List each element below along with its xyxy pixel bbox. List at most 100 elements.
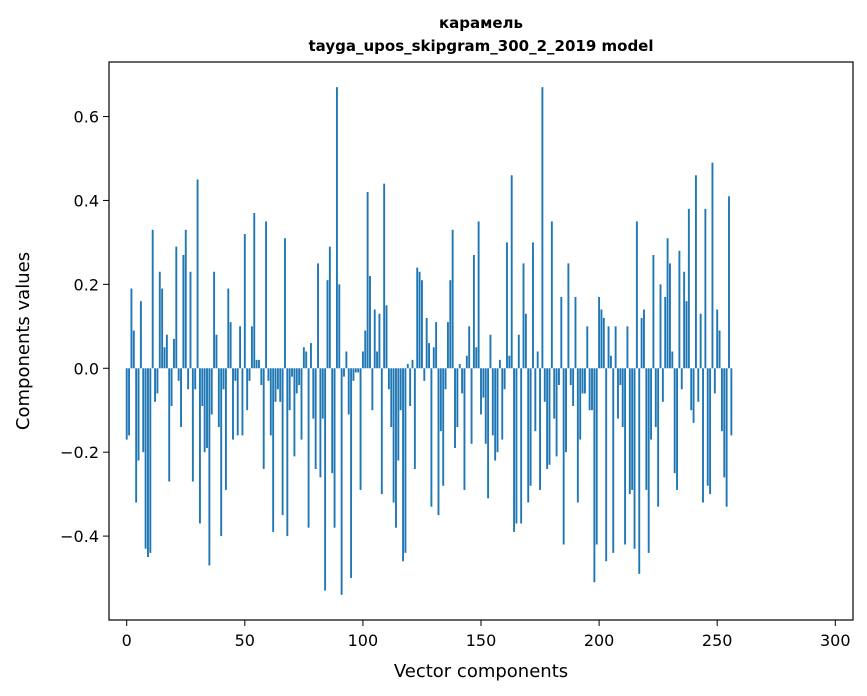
bar bbox=[347, 368, 350, 415]
bar bbox=[364, 330, 367, 369]
bar bbox=[508, 355, 511, 369]
bar bbox=[366, 192, 369, 369]
bar bbox=[220, 368, 223, 537]
bar bbox=[328, 246, 331, 369]
bar bbox=[609, 355, 612, 369]
bar bbox=[709, 368, 712, 495]
bar bbox=[553, 368, 556, 419]
bar bbox=[317, 263, 319, 369]
bar bbox=[501, 368, 504, 440]
bar bbox=[397, 368, 400, 461]
bar bbox=[598, 296, 601, 369]
bar bbox=[576, 368, 579, 503]
bar bbox=[222, 368, 225, 390]
bar bbox=[704, 208, 707, 369]
bar bbox=[213, 271, 216, 369]
bar bbox=[702, 368, 704, 503]
bar bbox=[687, 208, 690, 369]
bar bbox=[156, 368, 159, 394]
bar bbox=[236, 368, 239, 436]
plot-frame bbox=[108, 61, 854, 621]
bar bbox=[243, 234, 246, 369]
bar bbox=[335, 87, 338, 369]
bar bbox=[600, 309, 603, 369]
bar bbox=[376, 351, 379, 369]
bar bbox=[373, 309, 376, 369]
bar bbox=[326, 280, 329, 369]
bar bbox=[475, 347, 478, 369]
bar bbox=[617, 368, 619, 419]
bar bbox=[255, 359, 258, 369]
bar bbox=[661, 368, 664, 402]
bar bbox=[286, 368, 289, 537]
bar bbox=[340, 368, 343, 595]
bar bbox=[614, 326, 617, 369]
bar bbox=[357, 368, 360, 373]
bar bbox=[392, 368, 395, 503]
bar bbox=[638, 368, 641, 574]
bar bbox=[713, 368, 716, 394]
bar bbox=[562, 368, 565, 545]
bar bbox=[456, 368, 459, 428]
bar bbox=[517, 334, 520, 369]
bar bbox=[359, 368, 362, 490]
x-tick-label: 0 bbox=[122, 631, 132, 650]
bar bbox=[217, 368, 220, 428]
bar bbox=[395, 368, 397, 528]
bar bbox=[678, 250, 681, 369]
bar bbox=[130, 288, 133, 369]
bar bbox=[302, 347, 305, 369]
bar bbox=[673, 368, 676, 474]
bar bbox=[177, 368, 180, 381]
bar bbox=[168, 368, 171, 482]
bar bbox=[248, 368, 251, 381]
x-tick-label: 300 bbox=[820, 631, 851, 650]
bar bbox=[676, 368, 678, 490]
bar bbox=[239, 326, 242, 369]
bar bbox=[565, 368, 567, 453]
bar bbox=[624, 368, 627, 545]
bar bbox=[154, 368, 156, 402]
bar bbox=[411, 359, 414, 369]
bar bbox=[352, 368, 355, 381]
y-axis: −0.4 −0.2 0.0 0.2 0.4 0.6 bbox=[60, 108, 109, 546]
x-axis: 0 50 100 150 200 250 300 bbox=[122, 620, 851, 650]
bar bbox=[595, 368, 598, 545]
bar bbox=[425, 317, 428, 369]
bar bbox=[569, 368, 572, 386]
bar bbox=[694, 175, 697, 369]
bar bbox=[383, 183, 386, 369]
bar bbox=[265, 221, 268, 369]
bar bbox=[621, 368, 624, 428]
bar bbox=[421, 280, 423, 369]
y-tick-label: 0.0 bbox=[74, 359, 99, 378]
bar bbox=[281, 368, 284, 516]
bar bbox=[690, 368, 693, 411]
bar bbox=[203, 368, 206, 453]
x-tick-label: 150 bbox=[466, 631, 497, 650]
bar bbox=[229, 322, 232, 369]
bar bbox=[718, 330, 721, 369]
y-tick-label: 0.2 bbox=[74, 275, 99, 294]
bar bbox=[465, 355, 468, 369]
bar bbox=[439, 368, 442, 432]
bar bbox=[279, 368, 282, 402]
bar bbox=[581, 368, 584, 394]
bar bbox=[232, 368, 234, 440]
bar bbox=[477, 221, 480, 369]
bar bbox=[720, 368, 723, 432]
bar bbox=[444, 368, 447, 390]
bar bbox=[539, 368, 541, 490]
bar bbox=[666, 238, 669, 369]
bar bbox=[210, 368, 213, 415]
bar bbox=[442, 368, 445, 486]
y-axis-label: Components values bbox=[13, 252, 34, 430]
bar bbox=[446, 322, 449, 369]
bar bbox=[354, 368, 357, 373]
bar bbox=[390, 368, 393, 428]
bar bbox=[201, 368, 204, 407]
bar bbox=[409, 368, 412, 407]
bar bbox=[250, 326, 253, 369]
bar bbox=[310, 343, 312, 369]
bar bbox=[491, 368, 494, 436]
